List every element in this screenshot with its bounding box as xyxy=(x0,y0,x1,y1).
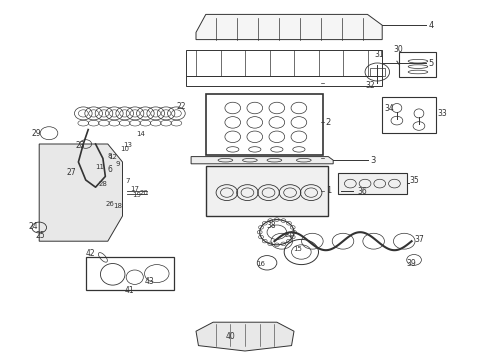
Polygon shape xyxy=(191,157,333,164)
Text: 2: 2 xyxy=(326,118,331,127)
Text: 33: 33 xyxy=(438,109,447,118)
Text: 6: 6 xyxy=(108,166,113,175)
Text: 20: 20 xyxy=(140,190,148,195)
Text: 42: 42 xyxy=(86,249,96,258)
Text: 3: 3 xyxy=(370,156,375,165)
Text: 7: 7 xyxy=(125,178,129,184)
Text: 38: 38 xyxy=(266,221,276,230)
Bar xyxy=(382,97,436,133)
Text: 19: 19 xyxy=(132,193,141,198)
Text: 13: 13 xyxy=(123,142,132,148)
Polygon shape xyxy=(196,322,294,351)
Text: 43: 43 xyxy=(145,277,154,286)
Bar xyxy=(338,173,407,194)
Text: 40: 40 xyxy=(225,332,235,341)
Text: 29: 29 xyxy=(32,129,42,138)
Text: 1: 1 xyxy=(326,186,331,195)
Bar xyxy=(399,52,436,77)
Text: 16: 16 xyxy=(256,261,265,266)
Bar xyxy=(186,76,382,86)
Text: 32: 32 xyxy=(365,81,375,90)
Text: 39: 39 xyxy=(407,259,416,268)
Text: 17: 17 xyxy=(130,186,139,192)
Text: 8: 8 xyxy=(108,153,112,159)
Text: 31: 31 xyxy=(375,50,385,59)
Text: 21: 21 xyxy=(284,232,293,238)
Text: 36: 36 xyxy=(358,187,368,196)
Text: 37: 37 xyxy=(414,235,424,244)
Text: 9: 9 xyxy=(115,161,120,167)
Text: 4: 4 xyxy=(429,21,434,30)
Text: 28: 28 xyxy=(98,181,107,187)
Text: 30: 30 xyxy=(393,45,403,54)
Bar xyxy=(206,166,328,216)
Text: 5: 5 xyxy=(429,59,434,68)
Text: 10: 10 xyxy=(120,146,129,152)
Text: 15: 15 xyxy=(293,247,302,252)
Bar xyxy=(186,50,382,76)
Bar xyxy=(370,68,385,76)
Text: 11: 11 xyxy=(96,164,104,170)
Bar xyxy=(86,257,174,290)
Text: 24: 24 xyxy=(28,222,38,231)
Text: 23: 23 xyxy=(76,141,86,150)
Text: 34: 34 xyxy=(385,104,394,113)
Text: 35: 35 xyxy=(409,176,419,185)
Polygon shape xyxy=(39,144,122,241)
Polygon shape xyxy=(196,14,382,40)
Text: 14: 14 xyxy=(136,131,145,137)
Text: 12: 12 xyxy=(108,154,117,159)
Text: 18: 18 xyxy=(114,203,122,209)
Text: 25: 25 xyxy=(35,231,45,240)
Bar xyxy=(206,94,323,155)
Text: 27: 27 xyxy=(66,168,76,177)
Text: 26: 26 xyxy=(105,202,114,207)
Text: 41: 41 xyxy=(125,287,135,295)
Text: 22: 22 xyxy=(176,102,186,111)
